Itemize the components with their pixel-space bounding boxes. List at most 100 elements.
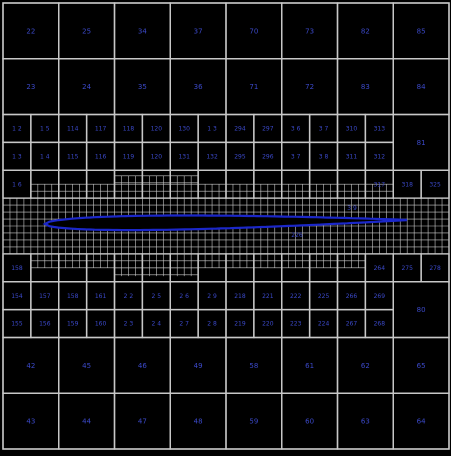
cell-label: 264	[374, 265, 386, 272]
cell-label: 48	[194, 418, 203, 426]
cell-label: 60	[305, 418, 314, 426]
cell-label: 22	[26, 27, 35, 35]
cell-label: 3 7	[291, 153, 301, 160]
cell-label: 119	[123, 153, 135, 160]
airfoil-profile	[42, 214, 408, 232]
cell-label: 24	[82, 83, 91, 91]
cell-label: 222	[290, 293, 302, 300]
cell-label: 117	[95, 126, 107, 133]
cell-label: 114	[67, 126, 79, 133]
cell-label: 72	[305, 83, 314, 91]
cell-label: 25	[82, 27, 91, 35]
cell-label: 131	[178, 153, 190, 160]
cell-label: 2 7	[179, 321, 189, 328]
cell-label: 73	[305, 27, 314, 35]
cell-label: 223	[290, 321, 302, 328]
cell-label: 220	[262, 321, 274, 328]
cell-label: 58	[249, 362, 258, 370]
cell-label: 318	[401, 181, 413, 188]
cell-label: 2 9	[207, 293, 217, 300]
cell-label: 81	[417, 139, 426, 147]
cell-label: 2 8	[207, 321, 217, 328]
cell-label: 62	[361, 362, 370, 370]
cell-label: 2 3	[124, 321, 134, 328]
cell-label: 317	[374, 181, 386, 188]
cell-label: 120	[151, 153, 163, 160]
cell-label: 325	[429, 181, 441, 188]
cell-label: 49	[194, 362, 203, 370]
cell-label: 45	[82, 362, 91, 370]
cell-label: 63	[361, 418, 370, 426]
cell-label: 64	[417, 418, 426, 426]
cell-label: 42	[26, 362, 35, 370]
cell-label: 85	[417, 27, 426, 35]
cell-label: 267	[346, 321, 358, 328]
cell-label: 1 6	[12, 181, 22, 188]
cell-label: 115	[67, 153, 79, 160]
cell-label: 296	[262, 153, 274, 160]
cell-label: 1 3	[207, 126, 217, 133]
cell-label: 44	[82, 418, 91, 426]
cell-borders	[2, 2, 450, 450]
cell-label: 226	[291, 232, 303, 239]
cell-label: 130	[178, 126, 190, 133]
cell-label: 266	[346, 293, 358, 300]
cell-label: 311	[346, 153, 358, 160]
cell-label: 71	[249, 83, 258, 91]
cell-label: 310	[346, 126, 358, 133]
cell-label: 158	[67, 293, 79, 300]
cell-label: 47	[138, 418, 147, 426]
cell-label: 313	[374, 126, 386, 133]
cell-label: 118	[123, 126, 135, 133]
cell-label: 275	[401, 265, 413, 272]
cell-label: 269	[374, 293, 386, 300]
cell-label: 158	[11, 265, 23, 272]
cell-label: 34	[138, 27, 147, 35]
cell-label: 294	[234, 126, 246, 133]
cell-label: 1 4	[40, 153, 50, 160]
cell-label: 224	[318, 321, 330, 328]
cell-label: 225	[318, 293, 330, 300]
cell-label: 2 6	[179, 293, 189, 300]
cell-label: 218	[234, 293, 246, 300]
cell-label: 3 8	[319, 153, 329, 160]
cell-label: 154	[11, 293, 23, 300]
cell-label: 132	[206, 153, 218, 160]
cell-label: 1 5	[40, 126, 50, 133]
cell-label: 1 3	[12, 153, 22, 160]
cell-label: 161	[95, 293, 107, 300]
cell-label: 46	[138, 362, 147, 370]
cell-label: 84	[417, 83, 426, 91]
cell-label: 70	[249, 27, 258, 35]
cell-label: 221	[262, 293, 274, 300]
cell-label: 82	[361, 27, 370, 35]
cell-label: 36	[194, 83, 203, 91]
cell-label: 37	[194, 27, 203, 35]
cell-label: 65	[417, 362, 426, 370]
cell-label: 312	[374, 153, 386, 160]
cell-label: 116	[95, 153, 107, 160]
cell-label: 3 7	[319, 126, 329, 133]
cell-label: 3 6	[291, 126, 301, 133]
cell-label: 23	[26, 83, 35, 91]
cell-label: 35	[138, 83, 147, 91]
cell-label: 160	[95, 321, 107, 328]
cell-label: 159	[67, 321, 79, 328]
cell-labels: 22 25 34 37 70 73 82 85 23 24 35 36 71 72 83 84 42 45 46 49…	[11, 27, 441, 425]
cell-label: 61	[305, 362, 314, 370]
cell-label: 297	[262, 126, 274, 133]
cell-label: 43	[26, 418, 35, 426]
cell-label: 2 4	[152, 321, 162, 328]
cell-label: 219	[234, 321, 246, 328]
cell-label: 83	[361, 83, 370, 91]
mesh-frame	[2, 2, 450, 450]
cell-label: 156	[39, 321, 51, 328]
cell-label: 2 5	[152, 293, 162, 300]
cell-label: 120	[151, 126, 163, 133]
cell-label: 278	[429, 265, 441, 272]
cell-label: 155	[11, 321, 23, 328]
cell-label: 157	[39, 293, 51, 300]
cell-label: 295	[234, 153, 246, 160]
